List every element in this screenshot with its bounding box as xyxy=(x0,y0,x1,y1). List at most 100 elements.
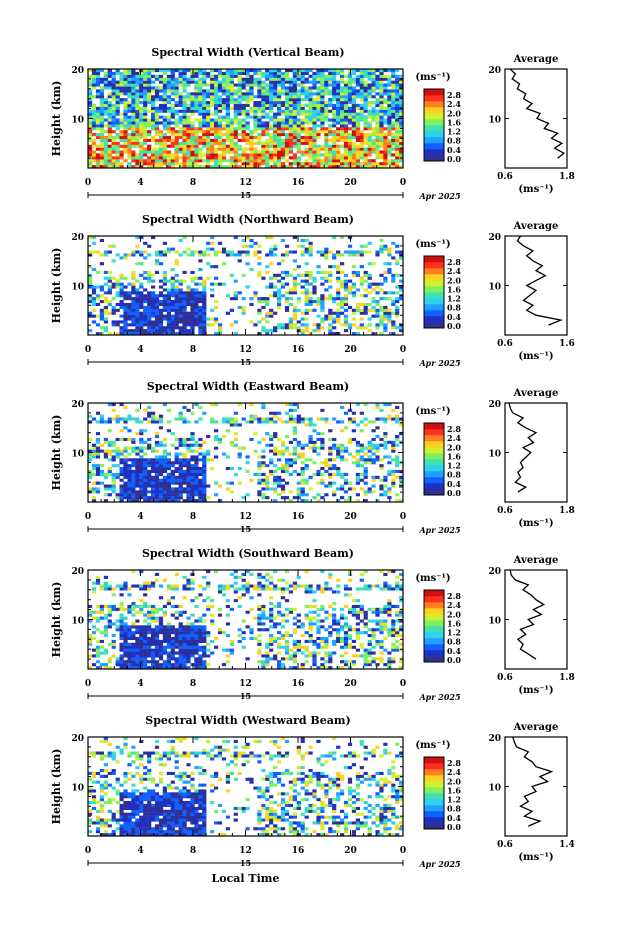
x-tick-label: 12 xyxy=(239,679,252,689)
colorbar-segment xyxy=(424,280,444,287)
colorbar-tick-label: 2.4 xyxy=(447,767,461,777)
colorbar-tick-label: 0.0 xyxy=(447,655,461,665)
x-axis-label: Local Time xyxy=(212,872,280,885)
colorbar-tick-label: 2.4 xyxy=(447,600,461,610)
colorbar-tick-label: 0.8 xyxy=(447,804,461,814)
average-y-tick-label: 10 xyxy=(488,450,501,460)
colorbar-segment xyxy=(424,304,444,311)
y-tick-label: 10 xyxy=(71,283,84,293)
colorbar-segment xyxy=(424,429,444,436)
panel-title: Spectral Width (Northward Beam) xyxy=(142,213,354,226)
x-tick-label: 0 xyxy=(400,345,406,355)
x-tick-label: 16 xyxy=(292,846,305,856)
average-x-tick-label: 0.6 xyxy=(497,506,513,516)
average-x-tick-label: 0.6 xyxy=(497,673,513,683)
colorbar-tick-label: 1.6 xyxy=(447,785,461,795)
date-label: Apr 2025 xyxy=(418,525,461,535)
colorbar-segment xyxy=(424,310,444,317)
x-tick-label: 0 xyxy=(85,846,91,856)
panel-1: Spectral Width (Northward Beam) Height (k… xyxy=(50,213,575,368)
colorbar-segment xyxy=(424,757,444,764)
y-tick-label: 20 xyxy=(71,400,84,410)
colorbar-segment xyxy=(424,656,444,663)
panel-0: Spectral Width (Vertical Beam) Height (km… xyxy=(50,46,575,201)
day-label: 15 xyxy=(240,357,251,367)
panel-2: Spectral Width (Eastward Beam) Height (km… xyxy=(50,380,575,535)
colorbar-segment xyxy=(424,799,444,806)
panel-title: Spectral Width (Eastward Beam) xyxy=(147,380,349,393)
x-tick-label: 8 xyxy=(190,679,196,689)
date-label: Apr 2025 xyxy=(418,859,461,869)
colorbar-segment xyxy=(424,590,444,597)
x-tick-label: 0 xyxy=(85,512,91,522)
colorbar-segment xyxy=(424,763,444,770)
colorbar-segment xyxy=(424,149,444,156)
average-frame xyxy=(504,402,568,503)
colorbar-segment xyxy=(424,793,444,800)
average-y-tick-label: 20 xyxy=(488,400,501,410)
colorbar-segment xyxy=(424,435,444,442)
x-tick-label: 4 xyxy=(137,679,143,689)
x-tick-label: 16 xyxy=(292,512,305,522)
colorbar-segment xyxy=(424,322,444,329)
colorbar-segment xyxy=(424,775,444,782)
average-y-tick-label: 10 xyxy=(488,283,501,293)
colorbar-tick-label: 0.8 xyxy=(447,303,461,313)
x-tick-label: 0 xyxy=(85,345,91,355)
y-tick-label: 10 xyxy=(71,784,84,794)
heatmap-cells xyxy=(88,236,404,336)
colorbar-tick-label: 0.4 xyxy=(447,646,461,656)
colorbar-tick-label: 1.2 xyxy=(447,461,461,471)
panel-4: Spectral Width (Westward Beam) Height (km… xyxy=(50,714,575,885)
average-y-tick-label: 20 xyxy=(488,734,501,744)
date-label: Apr 2025 xyxy=(418,191,461,201)
average-y-tick-label: 20 xyxy=(488,233,501,243)
colorbar-segment xyxy=(424,316,444,323)
x-tick-label: 4 xyxy=(137,846,143,856)
colorbar-segment xyxy=(424,465,444,472)
colorbar-tick-label: 2.8 xyxy=(447,90,461,100)
colorbar-segment xyxy=(424,644,444,651)
x-tick-label: 20 xyxy=(344,846,357,856)
day-label: 15 xyxy=(240,524,251,534)
date-label: Apr 2025 xyxy=(418,358,461,368)
average-title: Average xyxy=(513,555,559,566)
x-tick-label: 12 xyxy=(239,345,252,355)
colorbar-tick-label: 0.0 xyxy=(447,822,461,832)
average-profile-line xyxy=(509,68,566,159)
average-x-label: (ms⁻¹) xyxy=(518,184,553,195)
colorbar-tick-label: 0.4 xyxy=(447,813,461,823)
average-title: Average xyxy=(513,54,559,65)
date-label: Apr 2025 xyxy=(418,692,461,702)
colorbar-segment xyxy=(424,823,444,830)
colorbar-segment xyxy=(424,101,444,108)
x-tick-label: 8 xyxy=(190,512,196,522)
colorbar-segment xyxy=(424,614,444,621)
colorbar-segment xyxy=(424,471,444,478)
average-x-label: (ms⁻¹) xyxy=(518,351,553,362)
average-x-tick-label: 1.8 xyxy=(559,506,575,516)
x-tick-label: 4 xyxy=(137,178,143,188)
x-tick-label: 20 xyxy=(344,178,357,188)
colorbar-segment xyxy=(424,453,444,460)
colorbar-segment xyxy=(424,608,444,615)
colorbar-segment xyxy=(424,632,444,639)
colorbar-segment xyxy=(424,596,444,603)
x-tick-label: 12 xyxy=(239,846,252,856)
colorbar-segment xyxy=(424,113,444,120)
day-label: 15 xyxy=(240,691,251,701)
colorbar-segment xyxy=(424,119,444,126)
average-profile-line xyxy=(509,569,546,660)
y-axis-label: Height (km) xyxy=(50,749,63,825)
colorbar-segment xyxy=(424,143,444,150)
colorbar-tick-label: 1.2 xyxy=(447,628,461,638)
y-tick-label: 20 xyxy=(71,567,84,577)
colorbar-segment xyxy=(424,805,444,812)
colorbar-segment xyxy=(424,286,444,293)
colorbar-segment xyxy=(424,274,444,281)
colorbar-segment xyxy=(424,447,444,454)
y-tick-label: 10 xyxy=(71,617,84,627)
colorbar-tick-label: 0.4 xyxy=(447,479,461,489)
y-tick-label: 20 xyxy=(71,734,84,744)
